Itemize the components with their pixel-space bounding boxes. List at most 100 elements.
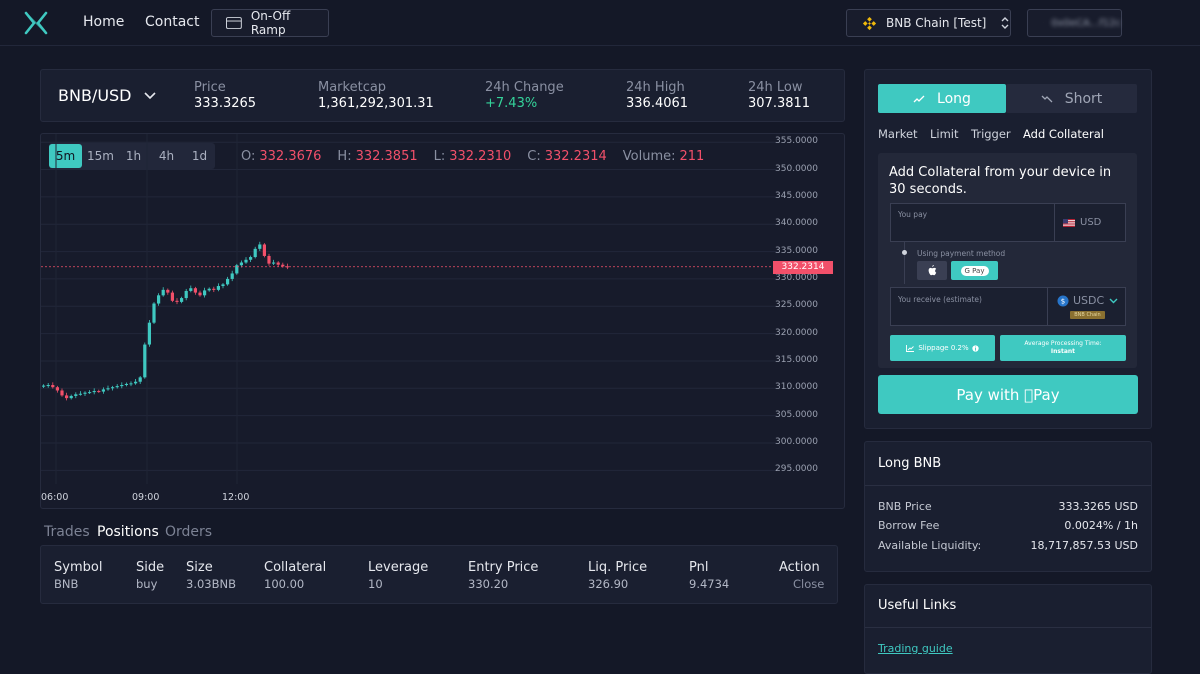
x-tick-label: 06:00 bbox=[41, 492, 68, 503]
wallet-button[interactable]: 0x0eCA...f12c bbox=[1027, 9, 1122, 37]
useful-links-divider bbox=[865, 627, 1151, 628]
nav-home-link[interactable]: Home bbox=[83, 14, 124, 30]
long-info-title: Long BNB bbox=[878, 456, 941, 471]
candle-body bbox=[194, 288, 197, 292]
y-tick-label: 350.0000 bbox=[775, 164, 818, 174]
high-value: 336.4061 bbox=[626, 96, 688, 111]
candle-body bbox=[258, 244, 261, 248]
col-collateral-header: Collateral bbox=[264, 560, 326, 575]
chart-icon bbox=[906, 345, 914, 352]
bnb-logo-icon bbox=[862, 16, 877, 31]
candle-body bbox=[277, 263, 280, 265]
price-value: 333.3265 bbox=[194, 96, 256, 111]
cell-liq-price: 326.90 bbox=[588, 577, 628, 591]
candle-body bbox=[116, 386, 119, 387]
on-off-ramp-button[interactable]: On-Off Ramp bbox=[211, 9, 329, 37]
long-tab[interactable]: Long bbox=[878, 84, 1006, 113]
col-liq-price-header: Liq. Price bbox=[588, 560, 647, 575]
close-position-button[interactable]: Close bbox=[793, 577, 824, 591]
pay-with-apple-pay-button[interactable]: Pay with Pay bbox=[878, 375, 1138, 414]
candle-body bbox=[171, 293, 174, 301]
order-tab-limit[interactable]: Limit bbox=[930, 127, 959, 141]
cell-collateral: 100.00 bbox=[264, 577, 304, 591]
order-tab-market[interactable]: Market bbox=[878, 127, 918, 141]
trading-guide-link[interactable]: Trading guide bbox=[878, 642, 953, 655]
processing-time-value: Instant bbox=[1051, 348, 1075, 356]
candle-body bbox=[93, 391, 96, 392]
google-pay-method-button[interactable]: G Pay bbox=[951, 261, 998, 280]
tab-trades[interactable]: Trades bbox=[44, 524, 90, 540]
tab-positions[interactable]: Positions bbox=[97, 524, 159, 540]
apple-pay-method-button[interactable] bbox=[917, 261, 947, 280]
receive-chain-badge: BNB Chain bbox=[1070, 311, 1105, 319]
card-icon bbox=[226, 17, 242, 29]
candle-body bbox=[79, 394, 82, 395]
y-tick-label: 335.0000 bbox=[775, 246, 818, 256]
pair-selector[interactable]: BNB/USD bbox=[58, 86, 156, 105]
candle-body bbox=[254, 249, 257, 257]
method-connector bbox=[904, 242, 905, 284]
x-tick-label: 12:00 bbox=[222, 492, 249, 503]
candle-body bbox=[231, 273, 234, 278]
y-tick-label: 305.0000 bbox=[775, 410, 818, 420]
receive-divider bbox=[1047, 287, 1048, 326]
chain-label: BNB Chain [Test] bbox=[886, 16, 986, 30]
candle-body bbox=[221, 284, 224, 286]
cell-size: 3.03BNB bbox=[186, 577, 236, 591]
last-price-tag: 332.2314 bbox=[773, 261, 833, 274]
tab-orders[interactable]: Orders bbox=[165, 524, 212, 540]
bnb-price-label: BNB Price bbox=[878, 500, 932, 513]
y-tick-label: 310.0000 bbox=[775, 382, 818, 392]
short-tab[interactable]: Short bbox=[1006, 84, 1137, 113]
candle-body bbox=[129, 383, 132, 384]
us-flag-icon bbox=[1063, 219, 1075, 227]
candlestick-chart[interactable] bbox=[41, 134, 777, 484]
market-stats-panel: BNB/USD Price 333.3265 Marketcap 1,361,2… bbox=[40, 69, 845, 122]
order-tab-trigger[interactable]: Trigger bbox=[971, 127, 1011, 141]
candle-body bbox=[70, 396, 73, 398]
candle-body bbox=[203, 290, 206, 295]
on-off-ramp-label: On-Off Ramp bbox=[251, 9, 328, 37]
y-tick-label: 355.0000 bbox=[775, 136, 818, 146]
processing-time-badge: Average Processing Time: Instant bbox=[1000, 335, 1126, 361]
payment-method-label: Using payment method bbox=[917, 249, 1005, 258]
candle-body bbox=[83, 393, 86, 394]
candle-body bbox=[180, 298, 183, 302]
candle-body bbox=[157, 295, 160, 303]
change-label: 24h Change bbox=[485, 80, 564, 95]
y-tick-label: 295.0000 bbox=[775, 464, 818, 474]
candle-body bbox=[125, 384, 128, 385]
chevron-down-icon bbox=[144, 92, 156, 100]
slippage-button[interactable]: Slippage 0.2% bbox=[890, 335, 995, 361]
order-tab-add-collateral[interactable]: Add Collateral bbox=[1023, 127, 1104, 141]
pay-button-label: Pay with Pay bbox=[956, 386, 1059, 404]
candle-body bbox=[226, 279, 229, 284]
y-tick-label: 340.0000 bbox=[775, 218, 818, 228]
candle-body bbox=[106, 388, 109, 389]
pay-currency-label: USD bbox=[1080, 217, 1101, 228]
top-navbar: Home Contact On-Off Ramp BNB Chain [Test… bbox=[0, 0, 1200, 46]
chevron-down-icon bbox=[1109, 298, 1118, 304]
you-receive-label: You receive (estimate) bbox=[898, 295, 982, 304]
candle-body bbox=[166, 290, 169, 293]
cell-leverage: 10 bbox=[368, 577, 383, 591]
col-side-header: Side bbox=[136, 560, 164, 575]
collateral-title: Add Collateral from your device in 30 se… bbox=[889, 164, 1129, 198]
candle-body bbox=[152, 304, 155, 323]
long-info-divider bbox=[865, 485, 1151, 486]
candle-body bbox=[217, 286, 220, 290]
nav-contact-link[interactable]: Contact bbox=[145, 14, 199, 30]
chain-selector-button[interactable]: BNB Chain [Test] bbox=[846, 9, 1011, 37]
candle-body bbox=[281, 265, 284, 267]
candle-body bbox=[272, 263, 275, 264]
processing-time-label: Average Processing Time: bbox=[1024, 340, 1101, 348]
app-logo-icon[interactable] bbox=[24, 11, 48, 35]
candle-body bbox=[47, 385, 50, 386]
wallet-address: 0x0eCA...f12c bbox=[1051, 18, 1121, 29]
receive-currency-label: USDC bbox=[1073, 294, 1104, 307]
receive-currency-select[interactable]: $ USDC bbox=[1057, 294, 1118, 307]
pay-currency-select[interactable]: USD bbox=[1063, 217, 1101, 228]
candle-body bbox=[120, 385, 123, 386]
